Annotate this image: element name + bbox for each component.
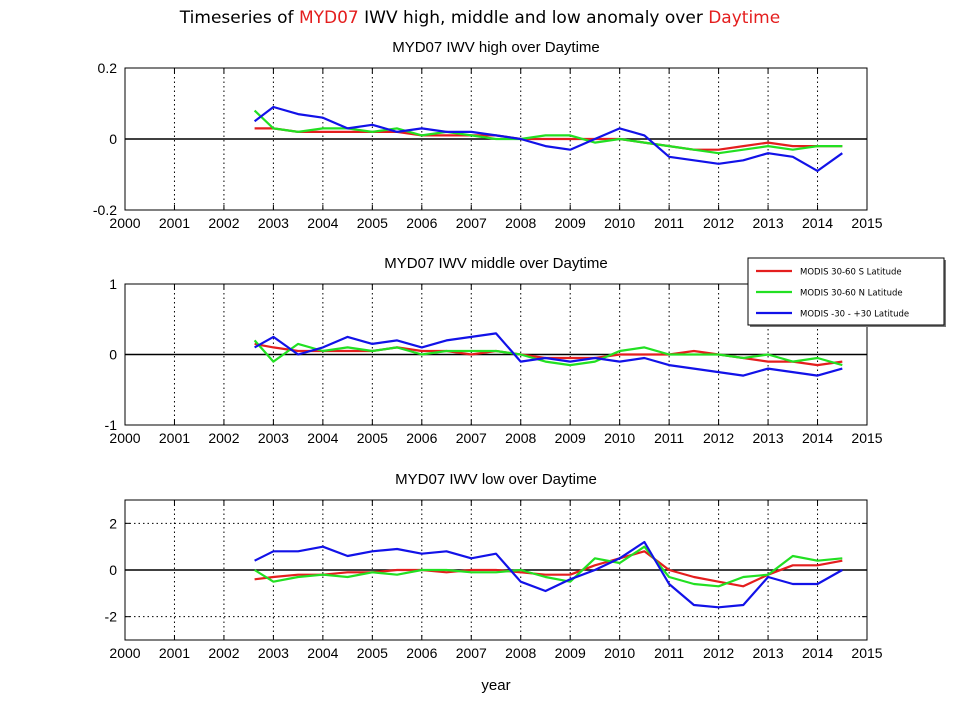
series-line-green xyxy=(253,339,843,367)
y-tick-label: -1 xyxy=(105,417,118,433)
y-tick-label: 0 xyxy=(109,562,117,578)
x-tick-label: 2004 xyxy=(307,645,338,661)
x-tick-label: 2007 xyxy=(456,645,487,661)
x-tick-label: 2005 xyxy=(357,645,388,661)
x-tick-label: 2010 xyxy=(604,215,635,231)
title-prefix: Timeseries of xyxy=(179,8,299,28)
x-tick-label: 2014 xyxy=(802,215,833,231)
x-tick-label: 2000 xyxy=(109,430,140,446)
y-tick-label: -0.2 xyxy=(93,202,117,218)
x-tick-label: 2006 xyxy=(406,430,437,446)
x-tick-label: 2014 xyxy=(802,430,833,446)
x-tick-label: 2012 xyxy=(703,430,734,446)
panel-title: MYD07 IWV low over Daytime xyxy=(395,471,597,488)
title-middle: IWV high, middle and low anomaly over xyxy=(358,8,709,28)
title-highlight-product: MYD07 xyxy=(298,8,359,28)
title-highlight-daytime: Daytime xyxy=(708,8,781,28)
series-line-blue xyxy=(253,105,843,172)
series-line-blue xyxy=(254,332,843,377)
x-tick-label: 2003 xyxy=(258,215,289,231)
x-tick-label: 2001 xyxy=(159,645,190,661)
x-tick-label: 2004 xyxy=(307,430,338,446)
legend-label: MODIS 30-60 S Latitude xyxy=(800,268,902,278)
x-tick-label: 2011 xyxy=(654,645,684,661)
x-tick-label: 2002 xyxy=(208,215,239,231)
y-tick-label: 0 xyxy=(109,131,117,147)
x-tick-label: 2010 xyxy=(604,430,635,446)
x-tick-label: 2003 xyxy=(258,645,289,661)
x-tick-label: 2005 xyxy=(357,430,388,446)
page-title: Timeseries of MYD07 IWV high, middle and… xyxy=(0,8,960,28)
x-tick-label: 2010 xyxy=(604,645,635,661)
x-tick-label: 2001 xyxy=(159,430,190,446)
x-tick-label: 2015 xyxy=(851,215,882,231)
series-line-blue xyxy=(254,540,843,609)
x-tick-label: 2008 xyxy=(505,430,536,446)
x-tick-label: 2011 xyxy=(654,215,684,231)
x-tick-label: 2006 xyxy=(406,645,437,661)
panel-title: MYD07 IWV middle over Daytime xyxy=(384,255,607,272)
x-tick-label: 2009 xyxy=(555,430,586,446)
series-line-red xyxy=(254,127,843,151)
x-tick-label: 2011 xyxy=(654,430,684,446)
x-tick-label: 2013 xyxy=(752,430,783,446)
x-tick-label: 2013 xyxy=(752,645,783,661)
x-tick-label: 2000 xyxy=(109,215,140,231)
chart-panel-2: MYD07 IWV middle over Daytime 2000 2001 200… xyxy=(105,255,883,446)
x-tick-label: 2009 xyxy=(555,215,586,231)
x-tick-label: 2004 xyxy=(307,215,338,231)
x-tick-label: 2002 xyxy=(208,430,239,446)
x-tick-label: 2005 xyxy=(357,215,388,231)
x-tick-label: 2009 xyxy=(555,645,586,661)
x-tick-label: 2015 xyxy=(851,645,882,661)
x-tick-label: 2013 xyxy=(752,215,783,231)
x-tick-label: 2014 xyxy=(802,645,833,661)
legend-label: MODIS 30-60 N Latitude xyxy=(800,289,903,299)
x-tick-label: 2007 xyxy=(456,430,487,446)
y-tick-label: 1 xyxy=(109,276,117,292)
x-tick-label: 2015 xyxy=(851,430,882,446)
x-axis-label: year xyxy=(481,677,510,694)
x-tick-label: 2012 xyxy=(703,645,734,661)
x-tick-label: 2007 xyxy=(456,215,487,231)
chart-panel-1: MYD07 IWV high over Daytime 2000 2001 2002 2… xyxy=(93,39,883,231)
x-tick-label: 2000 xyxy=(109,645,140,661)
x-tick-label: 2002 xyxy=(208,645,239,661)
panel-title: MYD07 IWV high over Daytime xyxy=(392,39,600,56)
x-tick-label: 2008 xyxy=(505,645,536,661)
y-tick-label: 0 xyxy=(109,347,117,363)
legend-label: MODIS -30 - +30 Latitude xyxy=(800,310,909,320)
x-tick-label: 2003 xyxy=(258,430,289,446)
x-tick-label: 2006 xyxy=(406,215,437,231)
y-tick-label: 0.2 xyxy=(98,60,118,76)
legend: MODIS 30-60 S Latitude MODIS 30-60 N Lati… xyxy=(747,257,946,327)
x-tick-label: 2001 xyxy=(159,215,190,231)
series-line-red xyxy=(254,550,843,588)
series-line-green xyxy=(254,545,843,588)
x-tick-label: 2012 xyxy=(703,215,734,231)
x-tick-label: 2008 xyxy=(505,215,536,231)
y-tick-label: -2 xyxy=(105,609,118,625)
y-tick-label: 2 xyxy=(109,515,117,531)
